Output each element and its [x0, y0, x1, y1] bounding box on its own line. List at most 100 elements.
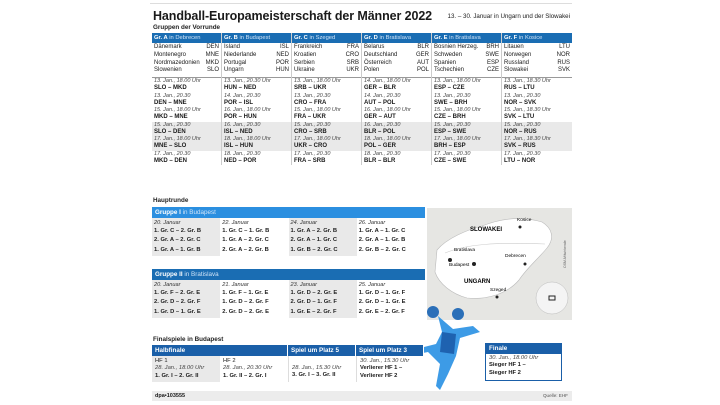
match-pairing: CRO – FRA: [294, 99, 327, 106]
group-column: Gr. B in Budapest Island ISL Niederlande NED…: [222, 33, 292, 165]
matchup: 2. Gr. A – 2. Gr. B: [222, 246, 269, 253]
svg-text:Szeged: Szeged: [490, 287, 507, 293]
match: 18. Jan., 20.30 BLR – BLR: [362, 151, 431, 166]
place5-date: 28. Jan., 15.30 Uhr: [292, 365, 342, 371]
matchup: 1. Gr. E – 2. Gr. F: [290, 308, 337, 315]
match-pairing: ESP – SWE: [434, 128, 467, 135]
group-header: Gr. D in Bratislava: [362, 33, 431, 43]
team-row: Tschechien CZE: [432, 67, 501, 75]
team-code: RUS: [557, 59, 570, 66]
match-date: 14. Jan., 20.30: [224, 92, 261, 99]
team-row: Schweden SWE: [432, 52, 501, 60]
match-date: 18. Jan., 20.30: [224, 150, 261, 157]
final-box: Finale 30. Jan., 18.00 Uhr Sieger HF 1 –…: [485, 343, 562, 381]
match-pairing: GER – AUT: [364, 114, 396, 120]
team-code: UKR: [346, 67, 359, 74]
team-name: Polen: [364, 67, 380, 74]
team-row: Deutschland GER: [362, 52, 431, 60]
match-date: 17. Jan., 20.30: [504, 150, 541, 157]
team-code: LTU: [559, 44, 570, 50]
team-code: BRH: [486, 44, 499, 50]
match-pairing: ESP – CZE: [434, 85, 465, 91]
main-group-header: Gruppe II in Bratislava: [152, 269, 425, 280]
match: 17. Jan., 18.00 Uhr MNE – SLO: [152, 136, 221, 151]
match: 13. Jan., 20.30 DEN – MNE: [152, 93, 221, 108]
matchup: 1. Gr. A – 1. Gr. B: [154, 246, 201, 253]
matchup: 2. Gr. D – 1. Gr. E: [358, 299, 406, 306]
matchup: 2. Gr. A – 1. Gr. B: [358, 237, 406, 244]
finals-label: Finalspiele in Budapest: [153, 336, 224, 343]
page-title: Handball-Europameisterschaft der Männer …: [153, 9, 433, 23]
matchday-date: 21. Januar: [222, 282, 249, 288]
team-code: NOR: [556, 51, 570, 58]
match: 13. Jan., 20.30 CRO – FRA: [292, 93, 361, 108]
team-row: Belarus BLR: [362, 44, 431, 52]
team-row: Ungarn HUN: [222, 67, 291, 75]
infographic: Handball-Europameisterschaft der Männer …: [150, 0, 572, 405]
group-venue: in Bratislava: [182, 271, 219, 278]
team-row: Slowenien SLO: [152, 67, 221, 75]
matchday-column: 25. Januar 1. Gr. D – 1. Gr. F 2. Gr. D – …: [357, 280, 425, 318]
svg-text:Kosice: Kosice: [517, 217, 532, 223]
team-name: Slowakei: [504, 67, 529, 74]
match: 17. Jan., 20.30 MKD – DEN: [152, 151, 221, 166]
match-date: 16. Jan., 18.00 Uhr: [224, 107, 271, 113]
match-pairing: SLO – DEN: [154, 128, 186, 135]
place5-pair: 3. Gr. I – 3. Gr. II: [292, 372, 336, 379]
hf1-cell: HF 1 28. Jan., 18.00 Uhr 1. Gr. I – 2. G…: [152, 356, 220, 383]
place3-date: 30. Jan., 15.30 Uhr: [360, 358, 410, 364]
team-name: Bosnien Herzeg.: [434, 44, 479, 50]
matchday-date: 23. Januar: [290, 282, 317, 288]
matchup: 1. Gr. D – 1. Gr. E: [154, 308, 201, 315]
match: 18. Jan., 18.00 Uhr POL – GER: [362, 136, 431, 151]
match-date: 13. Jan., 20.30: [434, 92, 471, 99]
team-row: Norwegen NOR: [502, 52, 572, 60]
final-line2: Sieger HF 2: [489, 369, 521, 376]
team-row: Dänemark DEN: [152, 44, 221, 52]
preliminary-label: Gruppen der Vorrunde: [153, 24, 221, 31]
match: 14. Jan., 20.30 POR – ISL: [222, 93, 291, 108]
source-credit: Quelle: EHF: [542, 393, 568, 398]
match-pairing: BLR – BLR: [364, 157, 396, 164]
team-code: HUN: [276, 67, 289, 74]
matchday-column: 20. Januar 1. Gr. F – 2. Gr. E 2. Gr. D – …: [152, 280, 221, 318]
place5-header: Spiel um Platz 5: [288, 345, 356, 356]
location-map: SLOWAKEI UNGARN Bratislava Kosice Budape…: [427, 208, 572, 320]
match: 15. Jan., 20.30 SLO – DEN: [152, 122, 221, 137]
match: 13. Jan., 18.00 Uhr ESP – CZE: [432, 78, 501, 93]
match-date: 17. Jan., 18.30 Uhr: [504, 136, 551, 142]
group-header: Gr. E in Bratislava: [432, 33, 501, 43]
match-pairing: FRA – SRB: [294, 157, 326, 164]
finals-table: Halbfinale Spiel um Platz 5 Spiel um Pla…: [152, 345, 487, 383]
hf2-date: 28. Jan., 20.30 Uhr: [223, 365, 273, 372]
group-header: Gr. F in Kosice: [502, 33, 572, 43]
matchday-column: 23. Januar 1. Gr. D – 2. Gr. E 2. Gr. D – …: [288, 280, 357, 318]
match-pairing: SRB – UKR: [294, 85, 327, 91]
team-name: Schweden: [434, 51, 463, 58]
matchup: 1. Gr. A – 2. Gr. B: [290, 228, 338, 234]
top-rule: [150, 3, 572, 4]
match-pairing: MKD – DEN: [154, 157, 188, 164]
team-row: Slowakei SVK: [502, 67, 572, 75]
hf2-pair: 1. Gr. II – 2. Gr. I: [223, 372, 267, 379]
match: 13. Jan., 20.30 Uhr HUN – NED: [222, 78, 291, 93]
preliminary-groups: Gr. A in Debrecen Dänemark DEN Montenegro MN…: [152, 33, 572, 165]
team-name: Ukraine: [294, 67, 315, 74]
match: 17. Jan., 20.30 FRA – SRB: [292, 151, 361, 166]
team-code: BLR: [417, 44, 429, 50]
group-venue: in Kosice: [517, 35, 543, 41]
match-date: 13. Jan., 18.00 Uhr: [154, 78, 201, 84]
team-code: SVK: [557, 67, 570, 74]
match-date: 17. Jan., 20.30: [154, 150, 191, 157]
group-name: Gr. F: [504, 35, 518, 41]
match-date: 18. Jan., 18.00 Uhr: [364, 136, 411, 142]
match-date: 17. Jan., 20.30: [294, 150, 331, 157]
match-pairing: SLO – MKD: [154, 85, 187, 91]
matchup: 2. Gr. B – 2. Gr. C: [358, 246, 406, 253]
match-pairing: UKR – CRO: [294, 143, 328, 149]
match-pairing: GER – BLR: [364, 85, 397, 91]
matchup: 2. Gr. A – 1. Gr. C: [290, 237, 338, 244]
team-name: Litauen: [504, 44, 524, 50]
match-pairing: ISL – HUN: [224, 143, 253, 149]
team-name: Island: [224, 44, 241, 50]
